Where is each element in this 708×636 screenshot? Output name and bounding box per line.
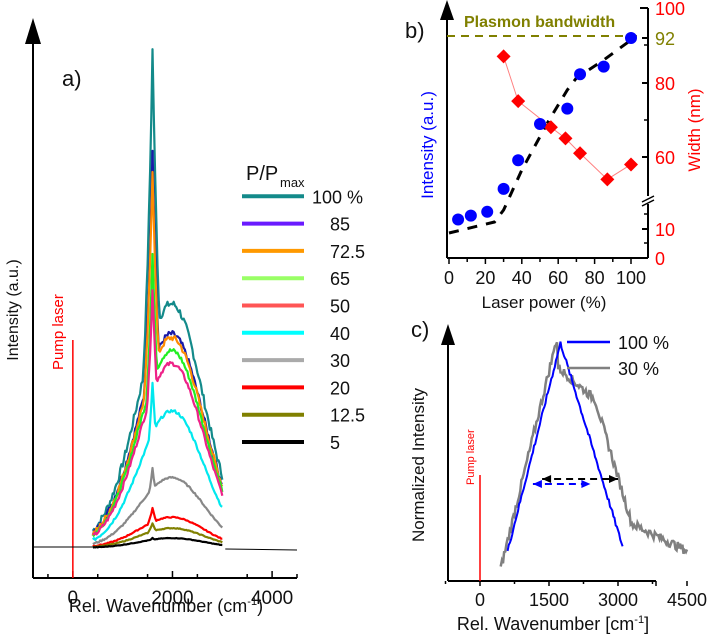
x-tick-label: 60 [548,268,568,288]
legend-label: 40 [330,324,350,344]
left-axis-arrow [440,0,454,20]
fwhm-100-arrowhead [581,480,591,488]
width-marker [543,120,558,135]
width-marker [511,94,526,109]
right-axis-label: Width (nm) [685,88,704,171]
x-tick-label: 100 [616,268,646,288]
panel-c: 0 1500 3000 4500 Rel. Wavenumber [cm-1] Norma… [409,317,707,634]
legend-label: 65 [330,269,350,289]
x-axis-label: Laser power (%) [482,293,607,312]
legend-label: 72.5 [330,242,365,262]
right-tick-label: 60 [655,148,675,168]
spectrum-line-100 [506,341,624,552]
width-marker [600,172,615,187]
legend-label: 5 [330,433,340,453]
spectrum-line-100 [91,48,224,533]
legend-label: 30 % [618,359,659,379]
x-tick-label: 40 [512,268,532,288]
legend-label: 100 % [312,187,363,207]
legend-title: P/P [246,163,278,185]
spectrum-line-65 [92,252,224,538]
fwhm-30-arrowhead [542,475,552,483]
right-tick-label: 0 [655,249,665,269]
intensity-marker [481,205,494,218]
spectrum-line-12.5 [92,522,223,549]
x-tick-label: 20 [475,268,495,288]
x-tick-label: 4500 [667,590,707,610]
intensity-marker [497,182,510,195]
intensity-marker [512,154,525,167]
axis-break-mark [641,195,655,203]
x-tick-label: 1500 [529,590,569,610]
baseline-right [225,548,298,551]
x-tick-label: 80 [585,268,605,288]
spectrum-line-40 [91,381,223,542]
plasmon-tick-label: 92 [655,29,675,49]
intensity-marker [561,102,574,115]
intensity-marker [452,213,465,226]
x-tick-label: 0 [444,268,454,288]
y-axis-label: Normalized Intensity [409,388,428,543]
pump-laser-label: Pump laser [50,294,67,370]
intensity-marker [597,60,610,73]
spectrum-line-30 [92,466,224,546]
x-tick-label: 3000 [598,590,638,610]
x-axis-label: Rel. Wavenumber [cm-1] [457,614,649,634]
legend-label: 30 [330,351,350,371]
spectrum-line-30 [499,341,689,567]
x-axis-label: Rel. Wavenumber (cm-1) [69,596,263,616]
intensity-marker [534,117,546,130]
pump-laser-label: Pump laser [465,429,477,485]
legend-label: 85 [330,215,350,235]
x-tick-label: 2000 [151,588,193,609]
y-axis-arrow [441,324,455,345]
right-tick-label: 100 [655,0,685,19]
right-tick-label: 80 [655,74,675,94]
intensity-marker [464,209,477,222]
y-axis-arrow [25,18,41,44]
spectrum-line-20 [92,506,223,548]
intensity-marker [625,32,637,44]
fwhm-100-arrowhead [532,480,542,488]
width-marker [496,49,511,64]
panel-label: c) [411,317,429,342]
spectrum-line-50 [92,289,224,536]
panel-label: b) [405,18,425,43]
left-axis-label: Intensity (a.u.) [418,91,437,199]
right-tick-label: 10 [655,220,675,240]
panel-b: 0 20 40 60 80 100 Laser power (%) 0 10 60 80 100 92 P… [405,0,704,312]
width-marker [558,131,573,146]
fit-dashed-line [448,38,632,235]
legend-label: 12.5 [330,406,365,426]
y-axis-label: Intensity (a.u.) [5,259,22,360]
axis-break-mark [641,199,655,207]
width-marker [573,146,588,161]
x-tick-label: 4000 [251,588,293,609]
plasmon-bandwidth-label: Plasmon bandwidth [464,14,615,31]
legend-label: 20 [330,378,350,398]
width-marker [624,157,638,172]
legend-label: 100 % [618,333,669,353]
legend-title-sub: max [280,175,305,190]
x-tick-label: 0 [68,588,79,609]
panel-label: a) [62,66,82,91]
spectrum-line-5 [92,536,223,549]
legend-label: 50 [330,297,350,317]
x-tick-label: 0 [475,590,485,610]
fwhm-30-arrowhead [609,475,618,483]
intensity-marker [574,68,587,81]
